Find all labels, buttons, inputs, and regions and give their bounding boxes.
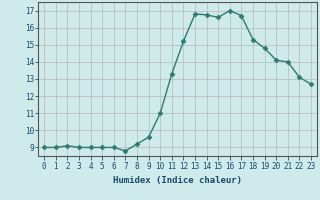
X-axis label: Humidex (Indice chaleur): Humidex (Indice chaleur) — [113, 176, 242, 185]
